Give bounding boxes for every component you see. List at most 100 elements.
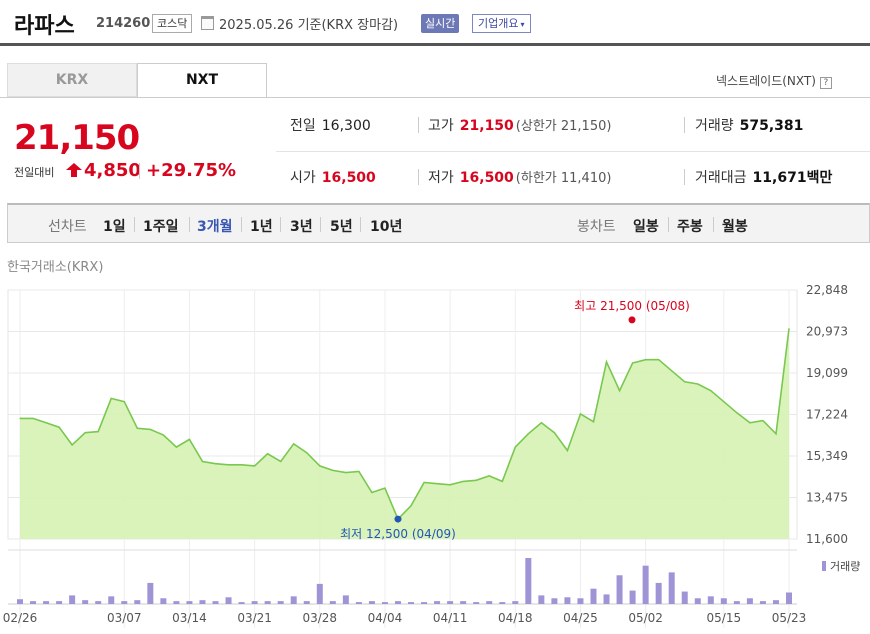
- diff-percent: +29.75%: [146, 160, 237, 181]
- volume-bar: [56, 601, 63, 604]
- tab-nxt[interactable]: NXT: [137, 63, 267, 97]
- price-point: [58, 426, 60, 428]
- stat-sub: (하한가 11,410): [515, 171, 612, 186]
- price-point: [723, 401, 725, 403]
- x-tick-label: 02/26: [3, 611, 38, 625]
- divider: [668, 217, 669, 232]
- price-point: [149, 428, 151, 431]
- price-point: [201, 460, 204, 463]
- price-point: [436, 483, 438, 485]
- price-point: [110, 397, 112, 400]
- stat-value: 11,671: [752, 170, 807, 186]
- tab-krx[interactable]: KRX: [7, 63, 137, 97]
- divider: [276, 151, 870, 152]
- price-point: [410, 505, 412, 507]
- price-point: [332, 469, 334, 471]
- price-point: [475, 479, 477, 481]
- volume-bar: [212, 601, 219, 604]
- stock-name: 라파스: [14, 14, 75, 39]
- price-point: [358, 470, 360, 473]
- volume-bar: [447, 601, 454, 604]
- volume-bar: [277, 601, 284, 604]
- volume-bar: [629, 590, 636, 604]
- stock-header: 라파스 214260 코스닥 2025.05.26 기준(KRX 장마감) 실시…: [0, 0, 870, 46]
- candle-monthly[interactable]: 월봉: [722, 219, 748, 235]
- volume-bar: [694, 598, 701, 604]
- volume-bar: [655, 582, 662, 604]
- diff-label: 전일대비: [14, 166, 55, 179]
- volume-bar: [473, 602, 480, 604]
- price-point: [175, 446, 178, 448]
- period-1d[interactable]: 1일: [103, 219, 126, 235]
- price-point: [684, 381, 686, 383]
- volume-bar: [43, 601, 50, 604]
- divider: [189, 217, 190, 232]
- divider: [320, 217, 321, 232]
- volume-bar: [603, 594, 610, 604]
- nextrade-link-label: 넥스트레이드(NXT): [716, 74, 816, 88]
- x-tick-label: 04/04: [368, 611, 403, 625]
- min-annotation: 최저 12,500 (04/09): [340, 527, 456, 541]
- realtime-button[interactable]: 실시간: [421, 14, 460, 33]
- x-tick-label: 03/28: [302, 611, 337, 625]
- y-tick-label: 17,224: [806, 408, 848, 422]
- divider: [713, 217, 714, 232]
- volume-bar: [707, 596, 714, 604]
- volume-bar: [134, 600, 141, 604]
- company-overview-button[interactable]: 기업개요 ▾: [472, 14, 531, 33]
- price-point: [423, 481, 425, 484]
- price-point: [306, 452, 308, 454]
- volume-bar: [290, 596, 297, 604]
- volume-bar: [108, 596, 115, 604]
- volume-bar: [551, 598, 558, 604]
- price-point: [488, 475, 490, 477]
- period-3y[interactable]: 3년: [290, 219, 313, 235]
- volume-bar: [82, 600, 89, 604]
- price-point: [267, 453, 269, 455]
- stat-low: 저가 16,500 (하한가 11,410): [428, 167, 611, 187]
- volume-bar: [408, 602, 415, 604]
- period-3m[interactable]: 3개월: [197, 219, 233, 235]
- volume-bar: [95, 601, 102, 604]
- volume-bar: [681, 591, 688, 604]
- y-tick-label: 19,099: [806, 366, 848, 380]
- volume-bar: [499, 602, 506, 604]
- x-tick-label: 03/14: [172, 611, 207, 625]
- volume-bar: [17, 599, 23, 604]
- price-point: [710, 390, 712, 392]
- period-1w[interactable]: 1주일: [143, 219, 179, 235]
- price-point: [579, 413, 582, 415]
- stat-amount: 거래대금 11,671백만: [695, 167, 832, 187]
- x-tick-label: 05/15: [707, 611, 742, 625]
- price-point: [319, 465, 321, 467]
- volume-bar: [69, 595, 76, 604]
- stat-label: 시가: [290, 170, 316, 186]
- period-5y[interactable]: 5년: [330, 219, 353, 235]
- volume-bar: [147, 582, 154, 604]
- max-marker: [628, 316, 636, 324]
- volume-bar: [342, 595, 349, 604]
- price-point: [123, 401, 125, 403]
- help-icon[interactable]: ?: [819, 77, 832, 89]
- price-point: [214, 463, 217, 465]
- volume-bar: [577, 598, 584, 604]
- nextrade-link[interactable]: 넥스트레이드(NXT)?: [716, 72, 832, 89]
- stat-value: 16,500: [459, 170, 514, 186]
- volume-bar: [355, 602, 362, 604]
- period-1y[interactable]: 1년: [250, 219, 273, 235]
- stat-value: 575,381: [739, 118, 804, 134]
- volume-bar: [786, 592, 792, 604]
- candle-weekly[interactable]: 주봉: [677, 219, 703, 235]
- price-point: [501, 480, 503, 483]
- line-chart-label: 선차트: [48, 219, 87, 235]
- stat-label: 거래대금: [695, 170, 747, 186]
- volume-bar: [616, 575, 623, 604]
- price-point: [254, 465, 256, 467]
- candle-daily[interactable]: 일봉: [633, 219, 659, 235]
- price-point: [136, 427, 138, 429]
- x-tick-label: 03/21: [237, 611, 272, 625]
- period-10y[interactable]: 10년: [370, 219, 403, 235]
- market-badge: 코스닥: [152, 14, 193, 33]
- stat-high: 고가 21,150 (상한가 21,150): [428, 115, 611, 135]
- stat-unit: 백만: [806, 170, 833, 186]
